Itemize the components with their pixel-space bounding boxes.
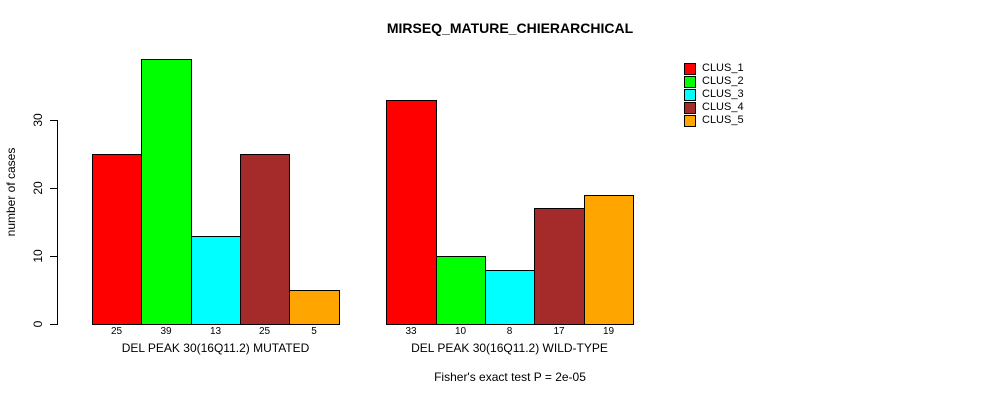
y-axis-tick	[50, 324, 58, 325]
bar-clus_3	[485, 270, 535, 325]
y-axis-tick	[50, 256, 58, 257]
legend-swatch-clus_2	[684, 75, 696, 88]
group-label: DEL PEAK 30(16Q11.2) WILD-TYPE	[411, 341, 608, 355]
legend-swatch-clus_4	[684, 101, 696, 114]
chart-title: MIRSEQ_MATURE_CHIERARCHICAL	[386, 20, 634, 36]
bar-value-label: 10	[454, 326, 467, 337]
bar-clus_4	[240, 154, 290, 325]
bar-clus_1	[386, 100, 437, 325]
legend-item: CLUS_3	[684, 88, 744, 101]
y-axis-tick-label: 30	[31, 113, 45, 127]
bar-value-label: 17	[553, 326, 565, 337]
legend-swatch-clus_5	[684, 114, 696, 127]
y-axis-tick-label: 20	[31, 181, 45, 195]
y-axis-title: number of cases	[4, 147, 18, 237]
bar-value-label: 19	[602, 326, 615, 337]
bar-clus_5	[584, 195, 634, 325]
bar-value-label: 13	[209, 326, 222, 337]
legend-label: CLUS_3	[702, 88, 744, 100]
y-axis-tick-label: 10	[31, 249, 45, 263]
bar-clus_4	[534, 208, 585, 325]
legend-label: CLUS_5	[702, 114, 744, 126]
bar-value-label: 5	[311, 326, 317, 337]
bar-clus_5	[289, 290, 340, 325]
y-axis-tick-label: 0	[31, 320, 45, 328]
legend-item: CLUS_5	[684, 114, 744, 127]
legend: CLUS_1 CLUS_2 CLUS_3 CLUS_4 CLUS_5	[684, 62, 744, 127]
bar-value-label: 39	[160, 326, 172, 337]
footer-note: Fisher's exact test P = 2e-05	[434, 370, 586, 384]
legend-item: CLUS_1	[684, 62, 744, 75]
bar-value-label: 25	[110, 326, 123, 337]
bar-value-label: 33	[405, 326, 417, 337]
bar-clus_3	[191, 236, 241, 325]
bar-clus_2	[141, 59, 192, 325]
y-axis-tick	[50, 120, 58, 121]
legend-label: CLUS_4	[702, 101, 744, 113]
group-label: DEL PEAK 30(16Q11.2) MUTATED	[121, 341, 310, 355]
bar-clus_2	[436, 256, 486, 325]
legend-swatch-clus_3	[684, 88, 696, 101]
legend-item: CLUS_2	[684, 75, 744, 88]
bar-value-label: 25	[258, 326, 271, 337]
bar-clus_1	[92, 154, 142, 325]
y-axis-line	[57, 120, 58, 325]
legend-label: CLUS_2	[702, 75, 744, 87]
legend-swatch-clus_1	[684, 62, 696, 75]
legend-label: CLUS_1	[702, 62, 744, 74]
y-axis-tick	[50, 188, 58, 189]
legend-item: CLUS_4	[684, 101, 744, 114]
bar-value-label: 8	[506, 326, 513, 337]
